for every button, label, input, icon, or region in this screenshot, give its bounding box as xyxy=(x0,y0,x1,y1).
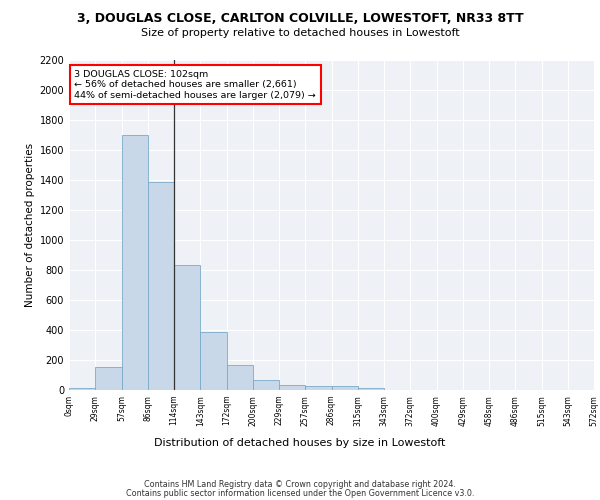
Bar xyxy=(331,386,358,390)
Bar xyxy=(227,365,253,390)
Y-axis label: Number of detached properties: Number of detached properties xyxy=(25,143,35,307)
Text: Contains HM Land Registry data © Crown copyright and database right 2024.: Contains HM Land Registry data © Crown c… xyxy=(144,480,456,489)
Text: 3 DOUGLAS CLOSE: 102sqm
← 56% of detached houses are smaller (2,661)
44% of semi: 3 DOUGLAS CLOSE: 102sqm ← 56% of detache… xyxy=(74,70,316,100)
Bar xyxy=(174,265,200,390)
Text: Contains public sector information licensed under the Open Government Licence v3: Contains public sector information licen… xyxy=(126,490,474,498)
Bar xyxy=(95,367,121,390)
Bar xyxy=(358,388,384,390)
Bar xyxy=(305,386,331,390)
Bar xyxy=(253,380,279,390)
Bar xyxy=(148,182,174,390)
Text: Size of property relative to detached houses in Lowestoft: Size of property relative to detached ho… xyxy=(140,28,460,38)
Bar xyxy=(200,332,227,390)
Bar xyxy=(121,135,148,390)
Bar xyxy=(69,388,95,390)
Text: Distribution of detached houses by size in Lowestoft: Distribution of detached houses by size … xyxy=(154,438,446,448)
Text: 3, DOUGLAS CLOSE, CARLTON COLVILLE, LOWESTOFT, NR33 8TT: 3, DOUGLAS CLOSE, CARLTON COLVILLE, LOWE… xyxy=(77,12,523,26)
Bar xyxy=(279,385,305,390)
